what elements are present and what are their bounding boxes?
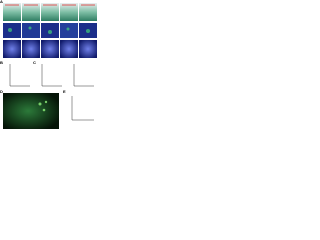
plot-axes [71,96,94,121]
image [41,40,59,58]
signal [8,26,90,34]
row-fluor [3,23,97,38]
plot-axes [73,64,94,87]
image [60,23,78,38]
image [3,23,21,38]
figure: A B C D E [0,0,97,129]
image [60,40,78,58]
panel-label: D [0,89,3,94]
image [79,40,97,58]
row-nuclei [3,40,97,58]
plots [9,64,94,121]
panel-label: E [63,89,66,94]
panel-label: B [0,60,3,65]
image [3,3,21,21]
image [3,93,59,129]
image [22,3,40,21]
plot-axes [9,64,30,87]
signal [38,100,48,112]
image [3,40,21,58]
image [22,23,40,38]
panel-label: C [33,60,36,65]
image [41,3,59,21]
row-tissue [3,3,97,21]
image [79,3,97,21]
image [60,3,78,21]
panel-label: A [0,0,3,4]
plot-axes [41,64,62,87]
image [22,40,40,58]
